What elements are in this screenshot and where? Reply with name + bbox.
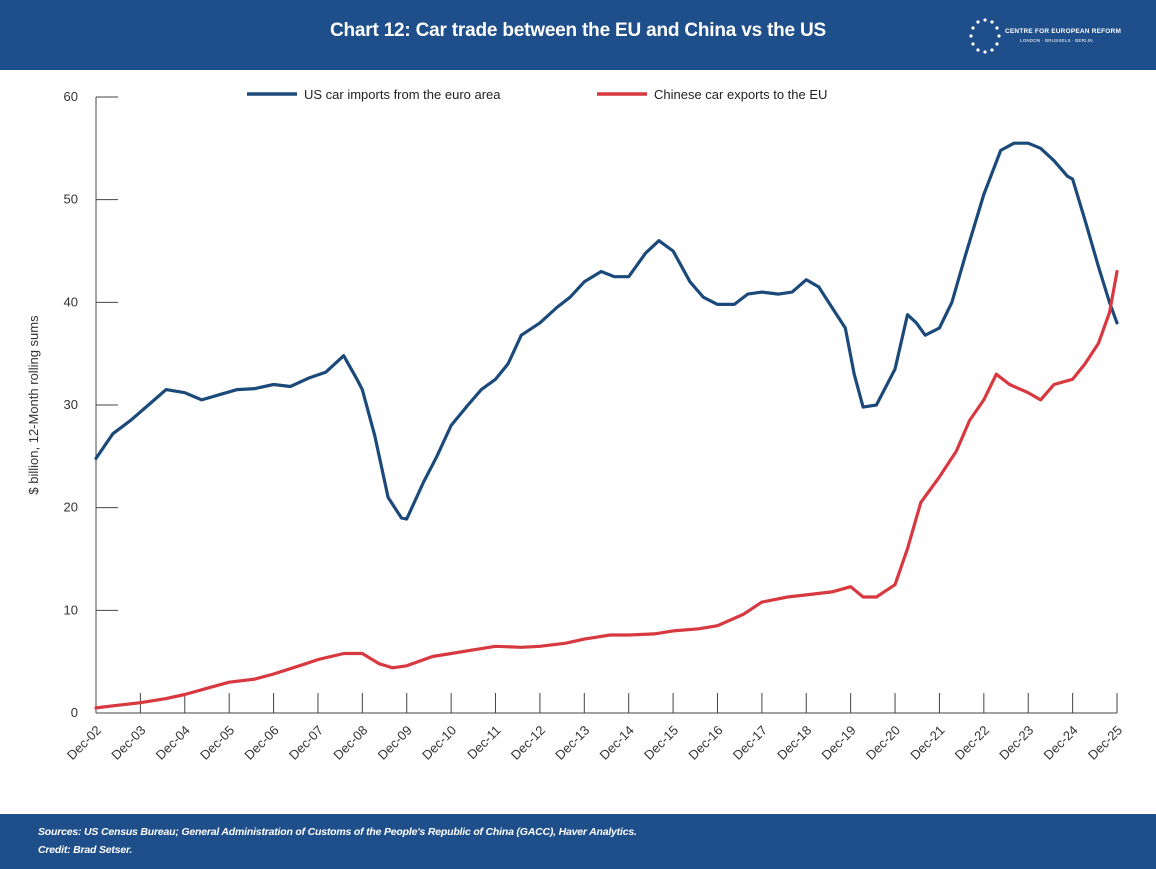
logo-subtext: LONDON · BRUSSELS · BERLIN [1020,38,1093,43]
x-tick-label: Dec-17 [730,723,770,763]
chart-title: Chart 12: Car trade between the EU and C… [330,20,826,41]
cer-logo: CENTRE FOR EUROPEAN REFORM LONDON · BRUS… [965,14,1121,60]
x-tick-label: Dec-12 [508,723,548,763]
x-tick-label: Dec-23 [996,723,1036,763]
x-tick-label: Dec-02 [64,723,104,763]
series-layer [94,141,1119,710]
y-tick-label: 0 [71,705,78,720]
x-tick-label: Dec-11 [464,723,504,763]
x-tick-label: Dec-05 [197,723,237,763]
legend-label: US car imports from the euro area [304,87,501,102]
sources-note: Sources: US Census Bureau; General Admin… [38,826,637,838]
y-tick-label: 30 [64,397,78,412]
x-tick-label: Dec-22 [952,723,992,763]
y-axis: 0 10 20 30 40 50 60 $ billion, 12-Month rolling… [26,89,118,720]
logo-name: CENTRE FOR EUROPEAN REFORM [1005,28,1122,35]
x-tick-label: Dec-20 [863,723,903,763]
y-tick-label: 60 [64,89,78,104]
y-axis-title: $ billion, 12-Month rolling sums [26,315,41,495]
x-tick-label: Dec-10 [419,723,459,763]
x-axis: Dec-02 Dec-03 Dec-04 Dec-05 Dec-06 Dec-07 Dec-… [64,693,1125,763]
series-line-china-exports [94,269,1119,710]
x-tick-label: Dec-15 [641,723,681,763]
y-tick-label: 20 [64,500,78,515]
x-tick-label: Dec-21 [907,723,947,763]
legend-label: Chinese car exports to the EU [654,87,827,102]
x-tick-label: Dec-16 [685,723,725,763]
y-tick-label: 50 [64,192,78,207]
x-tick-label: Dec-04 [153,723,193,763]
credit-note: Credit: Brad Setser. [38,844,133,856]
x-tick-label: Dec-08 [330,723,370,763]
x-tick-label: Dec-07 [286,723,326,763]
legend: US car imports from the euro area Chinese… [247,87,827,102]
x-tick-label: Dec-13 [552,723,592,763]
x-tick-label: Dec-03 [108,723,148,763]
y-tick-label: 40 [64,294,78,309]
x-tick-label: Dec-09 [375,723,415,763]
y-tick-label: 10 [64,602,78,617]
x-tick-label: Dec-18 [774,723,814,763]
chart-header: Chart 12: Car trade between the EU and C… [0,0,1156,70]
x-tick-label: Dec-06 [241,723,281,763]
x-tick-label: Dec-25 [1085,723,1125,763]
eu-stars-icon [969,18,1001,54]
x-tick-label: Dec-14 [597,723,637,763]
x-tick-label: Dec-24 [1040,723,1080,763]
line-chart: 0 10 20 30 40 50 60 $ billion, 12-Month rolling… [26,87,1125,763]
series-line-us-imports [94,141,1119,521]
x-tick-label: Dec-19 [819,723,859,763]
chart-footer: Sources: US Census Bureau; General Admin… [0,814,1156,869]
